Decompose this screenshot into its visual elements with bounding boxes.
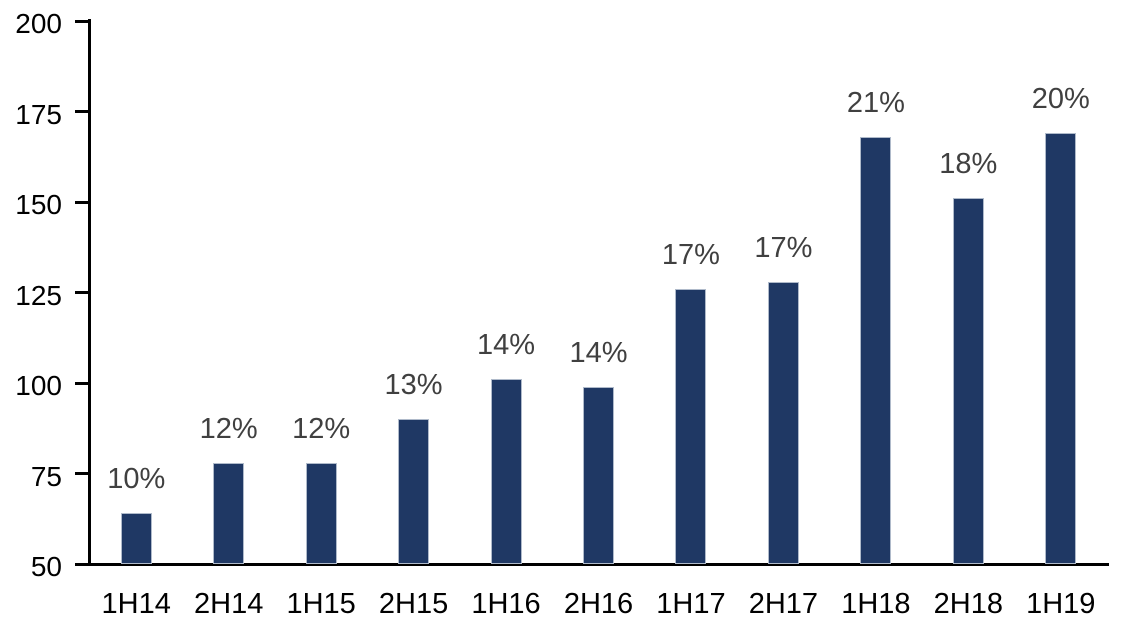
x-axis-category-label: 1H19 — [1026, 588, 1096, 620]
x-axis-category-label: 1H15 — [286, 588, 356, 620]
bar-data-label: 12% — [199, 412, 258, 445]
bar-1H19 — [1045, 133, 1077, 564]
bar-1H15 — [305, 462, 337, 564]
y-axis-tick — [75, 381, 88, 385]
y-axis-tick-label: 175 — [15, 98, 62, 130]
y-axis-tick — [75, 472, 88, 475]
y-axis-tick — [75, 562, 88, 566]
bar-2H16 — [583, 386, 614, 564]
x-axis-category-label: 2H17 — [748, 588, 819, 620]
x-axis-category-label: 1H18 — [841, 588, 911, 620]
y-axis-tick — [75, 19, 88, 23]
bar-2H17 — [767, 281, 799, 564]
y-axis-tick — [75, 110, 88, 113]
bar-data-label: 21% — [846, 86, 905, 119]
bar-2H18 — [952, 198, 984, 564]
y-axis-tick — [75, 200, 88, 204]
bar-data-label: 12% — [292, 412, 351, 445]
y-axis-tick-label: 200 — [15, 8, 62, 39]
x-axis-category-label: 1H17 — [656, 588, 726, 620]
y-axis-tick-label: 150 — [15, 189, 62, 220]
bar-data-label: 17% — [754, 231, 813, 264]
y-axis-tick-label: 125 — [15, 279, 62, 311]
x-axis-line — [88, 563, 1109, 566]
x-axis-category-label: 1H16 — [471, 588, 541, 620]
bar-2H15 — [398, 419, 430, 564]
y-axis-line — [88, 19, 91, 566]
bar-data-label: 14% — [569, 336, 628, 369]
x-axis-category-label: 2H16 — [563, 588, 634, 620]
bar-data-label: 18% — [939, 148, 998, 181]
bar-data-label: 14% — [477, 329, 536, 362]
bar-data-label: 10% — [107, 463, 166, 496]
bar-2H14 — [213, 462, 245, 564]
bar-1H16 — [490, 379, 522, 564]
bar-data-label: 13% — [384, 369, 443, 402]
y-axis-tick — [75, 291, 88, 294]
bar-1H18 — [860, 136, 892, 564]
y-axis-tick-label: 50 — [30, 551, 62, 582]
y-axis-tick-label: 75 — [30, 460, 62, 492]
bar-data-label: 20% — [1031, 83, 1090, 116]
x-axis-category-label: 2H18 — [933, 588, 1003, 620]
bar-1H17 — [675, 288, 707, 564]
bar-data-label: 17% — [661, 238, 720, 271]
y-axis-tick-label: 100 — [15, 370, 62, 401]
x-axis-category-label: 2H14 — [194, 588, 264, 620]
x-axis-category-label: 1H14 — [101, 588, 171, 620]
bar-1H14 — [120, 513, 152, 564]
x-axis-category-label: 2H15 — [378, 588, 449, 620]
